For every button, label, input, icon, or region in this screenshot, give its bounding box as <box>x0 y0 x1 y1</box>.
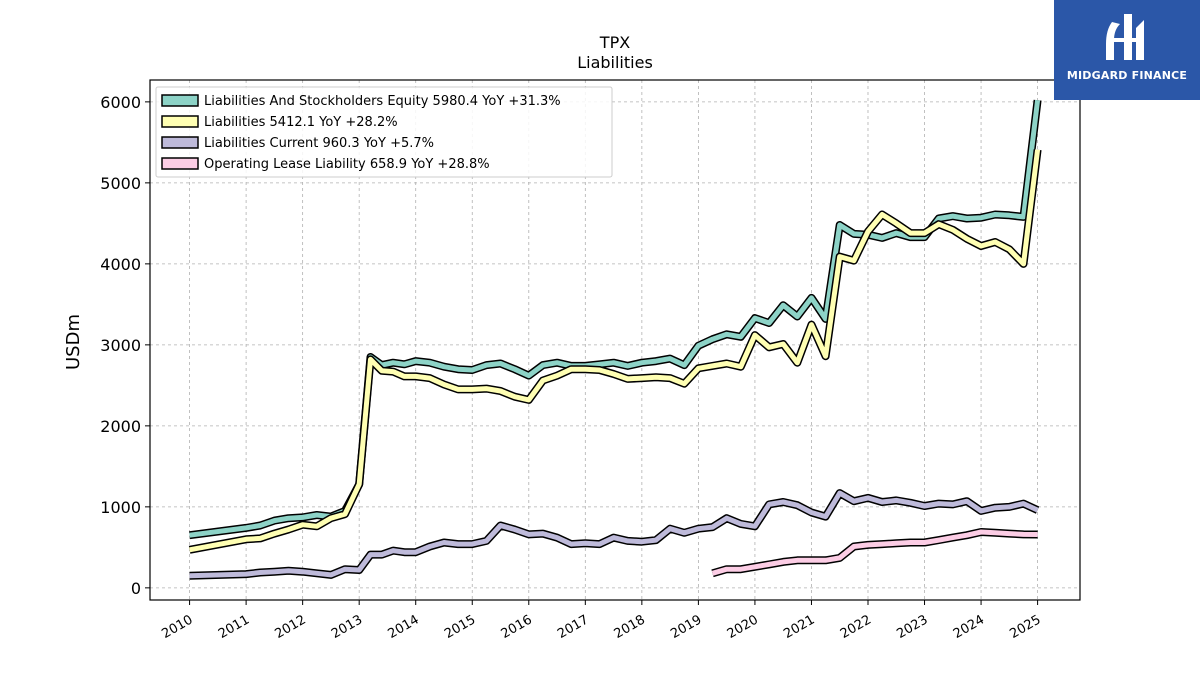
legend-swatch-lase <box>161 94 199 107</box>
x-tick-label: 2013 <box>329 612 365 642</box>
legend-label-liabilities: Liabilities 5412.1 YoY +28.2% <box>204 115 398 130</box>
series-line-2 <box>189 490 1039 579</box>
y-tick-label: 1000 <box>100 498 141 517</box>
series-line-1 <box>189 149 1041 553</box>
legend-label-operating-lease: Operating Lease Liability 658.9 YoY +28.… <box>204 157 490 172</box>
x-tick-label: 2014 <box>386 612 422 642</box>
x-tick-label: 2022 <box>838 612 874 642</box>
series-line-3 <box>711 529 1038 576</box>
plot-area <box>149 79 1081 601</box>
chart-title: TPX <box>599 33 630 52</box>
y-tick-label: 0 <box>131 579 141 598</box>
legend-swatch-liabilities <box>161 115 199 128</box>
x-tick-label: 2012 <box>272 612 308 642</box>
x-tick-label: 2019 <box>668 612 704 642</box>
x-tick-label: 2024 <box>951 612 987 642</box>
y-axis-label: USDm <box>63 314 84 370</box>
x-tick-label: 2020 <box>725 612 761 642</box>
y-tick-label: 4000 <box>100 255 141 274</box>
legend-label-liabilities-current: Liabilities Current 960.3 YoY +5.7% <box>204 136 434 151</box>
x-tick-label: 2021 <box>781 612 817 642</box>
x-tick-label: 2011 <box>216 612 252 642</box>
x-tick-label: 2023 <box>894 612 930 642</box>
x-tick-label: 2015 <box>442 612 478 642</box>
series-outline-2 <box>189 489 1040 580</box>
series-outline-1 <box>188 149 1042 554</box>
y-tick-label: 6000 <box>100 93 141 112</box>
chart-subtitle: Liabilities <box>577 53 653 72</box>
x-tick-label: 2016 <box>499 612 535 642</box>
legend-label-lase: Liabilities And Stockholders Equity 5980… <box>204 94 561 109</box>
legend-swatch-liabilities-current <box>161 136 199 149</box>
x-tick-label: 2010 <box>159 612 195 642</box>
legend: Liabilities And Stockholders Equity 5980… <box>155 86 613 178</box>
brand-logo: MIDGARD FINANCE <box>1054 0 1200 100</box>
legend-box <box>155 86 613 178</box>
y-tick-label: 2000 <box>100 417 141 436</box>
x-tick-label: 2018 <box>612 612 648 642</box>
brand-name: MIDGARD FINANCE <box>1066 69 1188 82</box>
brand-mark-icon <box>1106 14 1144 60</box>
series-lines <box>188 99 1042 580</box>
x-tick-label: 2025 <box>1007 612 1043 642</box>
grid <box>150 80 1080 600</box>
y-tick-label: 5000 <box>100 174 141 193</box>
legend-swatch-operating-lease <box>161 157 199 170</box>
x-tick-label: 2017 <box>555 612 591 642</box>
y-tick-label: 3000 <box>100 336 141 355</box>
